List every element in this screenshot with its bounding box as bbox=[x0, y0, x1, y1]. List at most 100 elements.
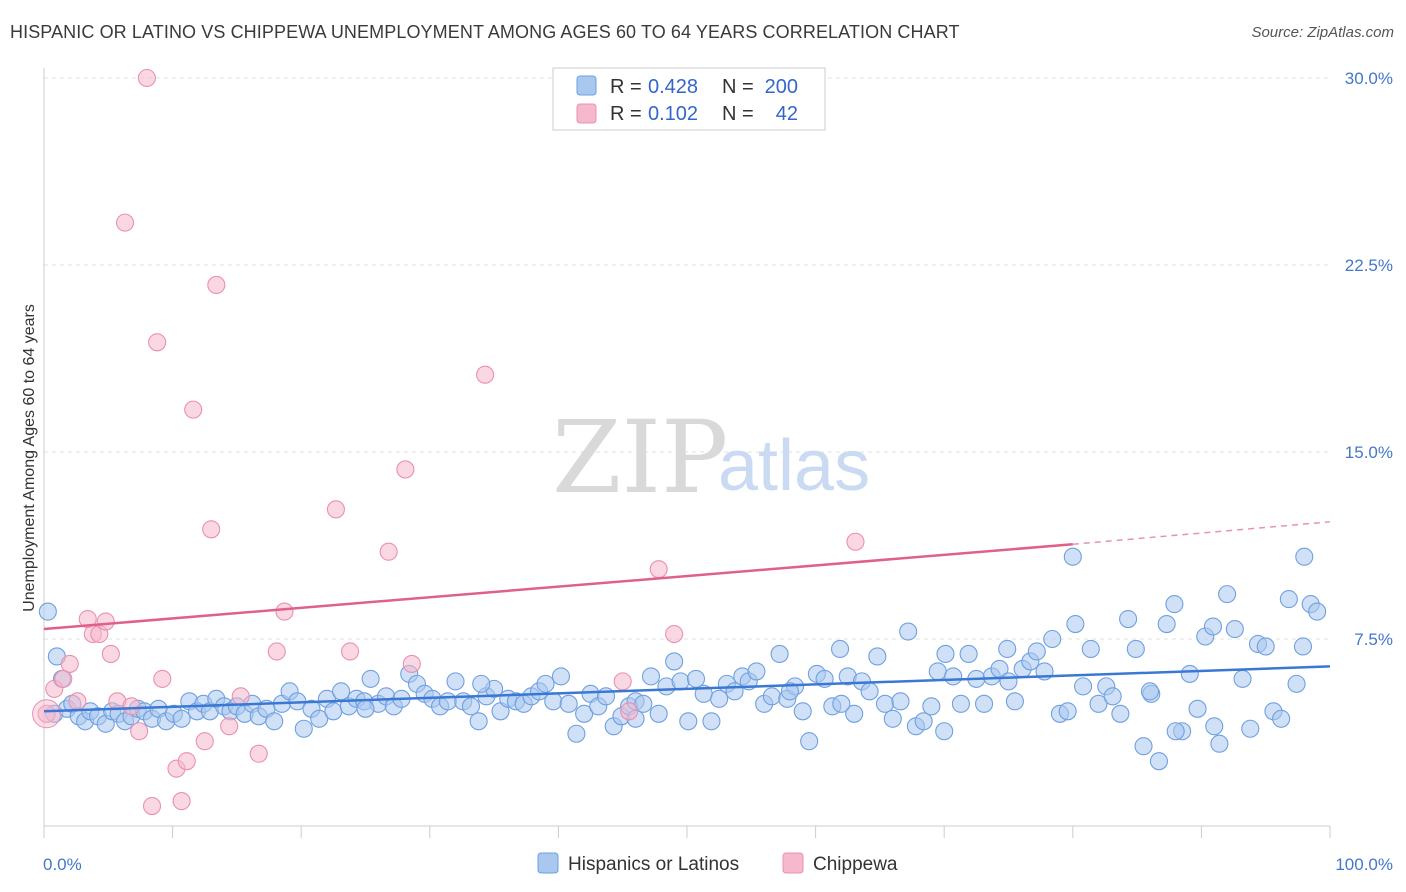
trend-lines bbox=[43, 521, 1331, 713]
hispanics-point-87 bbox=[665, 652, 684, 671]
y-tick-label-3: 30.0% bbox=[1345, 69, 1393, 88]
chippewa-trend-line bbox=[43, 543, 1073, 631]
hispanics-point-145 bbox=[1103, 687, 1122, 706]
chippewa-point-14 bbox=[137, 68, 156, 88]
chippewa-point-9 bbox=[101, 644, 120, 664]
hispanics-point-93 bbox=[710, 689, 729, 708]
chippewa-point-34 bbox=[402, 654, 421, 673]
chippewa-trend-extension bbox=[1072, 521, 1331, 546]
chippewa-point-13 bbox=[130, 722, 149, 741]
hispanics-point-118 bbox=[899, 622, 918, 641]
hispanics-point-182 bbox=[780, 682, 799, 701]
hispanics-point-115 bbox=[875, 694, 895, 713]
chippewa-point-21 bbox=[184, 400, 203, 419]
hispanics-point-167 bbox=[1272, 709, 1291, 728]
hispanics-point-123 bbox=[936, 644, 955, 664]
legend-bottom-swatch-pink bbox=[782, 852, 804, 874]
hispanics-point-172 bbox=[1308, 602, 1327, 621]
hispanics-point-141 bbox=[1074, 677, 1093, 696]
chart-title: HISPANIC OR LATINO VS CHIPPEWA UNEMPLOYM… bbox=[10, 22, 960, 42]
chippewa-point-12 bbox=[122, 697, 141, 716]
hispanics-point-116 bbox=[883, 709, 902, 728]
hispanics-point-132 bbox=[1005, 692, 1024, 711]
hispanics-point-100 bbox=[762, 687, 781, 706]
hispanics-point-109 bbox=[830, 639, 850, 659]
hispanics-point-113 bbox=[860, 682, 879, 701]
y-tick-label-0: 7.5% bbox=[1354, 630, 1393, 649]
chippewa-point-20 bbox=[177, 752, 196, 771]
hispanics-point-21 bbox=[172, 709, 191, 728]
chippewa-point-26 bbox=[231, 687, 250, 706]
hispanics-point-168 bbox=[1279, 590, 1298, 609]
hispanics-point-165 bbox=[1256, 637, 1275, 656]
hispanics-point-114 bbox=[868, 647, 887, 666]
chippewa-point-15 bbox=[142, 797, 162, 816]
hispanics-point-149 bbox=[1134, 737, 1153, 756]
hispanics-point-90 bbox=[686, 669, 706, 688]
hispanics-point-43 bbox=[332, 682, 351, 701]
hispanics-point-178 bbox=[1166, 722, 1185, 741]
hispanics-point-124 bbox=[944, 667, 963, 686]
hispanics-point-173 bbox=[1063, 547, 1082, 566]
chippewa-point-31 bbox=[341, 642, 360, 661]
chippewa-point-19 bbox=[172, 792, 191, 811]
hispanics-point-61 bbox=[469, 712, 488, 731]
hispanics-point-174 bbox=[1295, 547, 1314, 566]
hispanics-point-75 bbox=[575, 704, 594, 723]
hispanics-point-176 bbox=[1205, 717, 1224, 736]
legend-swatch-blue bbox=[576, 75, 597, 96]
y-axis-title: Unemployment Among Ages 60 to 64 years bbox=[21, 304, 38, 612]
hispanics-point-126 bbox=[959, 644, 978, 664]
chippewa-point-36 bbox=[613, 672, 632, 691]
chippewa-point-16 bbox=[148, 333, 167, 352]
legend-bottom: Hispanics or Latinos Chippewa bbox=[537, 852, 898, 875]
legend-top: R = 0.428 N = 200 R = 0.102 N = 42 bbox=[552, 67, 826, 131]
hispanics-point-88 bbox=[671, 672, 690, 691]
watermark: ZIP atlas bbox=[552, 399, 870, 516]
chippewa-point-39 bbox=[665, 624, 684, 644]
hispanics-trend-line bbox=[43, 665, 1331, 713]
hispanics-point-147 bbox=[1119, 610, 1138, 629]
series-hispanics-points bbox=[38, 547, 1327, 771]
hispanics-point-111 bbox=[845, 704, 864, 723]
legend-bottom-label-hispanics: Hispanics or Latinos bbox=[568, 854, 739, 875]
hispanics-point-162 bbox=[1233, 669, 1252, 688]
hispanics-point-161 bbox=[1225, 619, 1244, 639]
hispanics-point-142 bbox=[1081, 639, 1100, 659]
hispanics-point-169 bbox=[1287, 674, 1306, 693]
chippewa-point-22 bbox=[195, 732, 214, 751]
hispanics-point-84 bbox=[641, 667, 661, 686]
watermark-zip: ZIP bbox=[552, 399, 728, 516]
chippewa-point-24 bbox=[207, 275, 226, 294]
hispanics-point-85 bbox=[649, 704, 668, 723]
hispanics-point-146 bbox=[1111, 704, 1130, 723]
hispanics-point-34 bbox=[265, 712, 284, 731]
chippewa-point-2 bbox=[54, 669, 73, 688]
grid-lines bbox=[44, 77, 1330, 640]
x-tick-label-1: 100.0% bbox=[1335, 855, 1393, 874]
hispanics-point-72 bbox=[551, 667, 571, 686]
hispanics-point-170 bbox=[1293, 637, 1313, 656]
hispanics-point-42 bbox=[324, 702, 343, 721]
chippewa-point-33 bbox=[396, 460, 415, 479]
hispanics-point-122 bbox=[928, 662, 947, 681]
hispanics-point-139 bbox=[1058, 702, 1077, 721]
hispanics-point-131 bbox=[998, 639, 1017, 659]
hispanics-point-153 bbox=[1165, 595, 1184, 614]
chippewa-point-large bbox=[32, 699, 62, 729]
legend-swatch-pink bbox=[576, 103, 597, 124]
hispanics-point-92 bbox=[702, 712, 721, 731]
chippewa-point-30 bbox=[326, 500, 345, 519]
hispanics-point-184 bbox=[999, 672, 1018, 691]
hispanics-point-175 bbox=[1140, 682, 1160, 701]
chippewa-point-25 bbox=[220, 717, 239, 736]
chippewa-point-29 bbox=[275, 602, 294, 621]
chippewa-point-28 bbox=[267, 642, 286, 661]
chippewa-point-32 bbox=[379, 542, 398, 561]
hispanics-point-117 bbox=[891, 692, 910, 711]
legend-n-value-2: 42 bbox=[776, 103, 798, 125]
source-label: Source: ZipAtlas.com bbox=[1251, 24, 1394, 41]
hispanics-point-40 bbox=[310, 709, 329, 728]
legend-n-label-1: N = bbox=[722, 76, 754, 98]
